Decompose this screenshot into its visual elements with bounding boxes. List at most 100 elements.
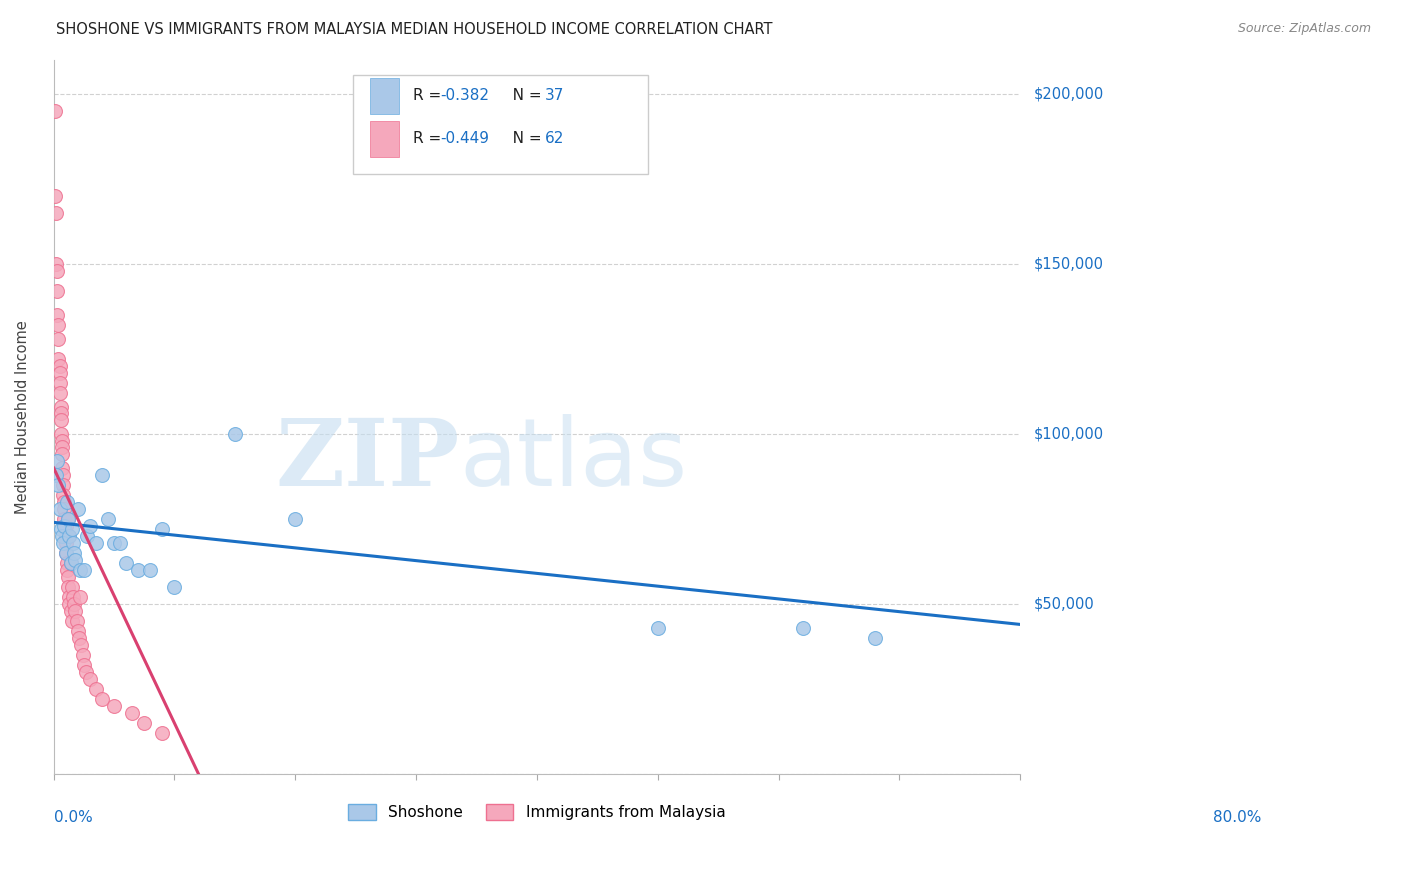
Text: $150,000: $150,000 [1033,256,1104,271]
Point [66,501,89,516]
Point [91,692,114,706]
Point [103,699,125,714]
Point [56,556,79,570]
Text: $50,000: $50,000 [1033,597,1095,612]
Point [792,621,814,635]
Point [63,546,86,560]
Point [55,518,77,533]
Point [49,407,72,421]
Point [49,522,72,536]
Point [46,308,69,322]
Point [59,556,82,570]
Text: atlas: atlas [460,414,688,506]
Point [59,604,82,618]
Legend: Shoshone, Immigrants from Malaysia: Shoshone, Immigrants from Malaysia [349,804,725,820]
Text: -0.449: -0.449 [440,131,489,146]
Point [65,553,87,567]
Point [76,529,98,543]
Point [55,535,77,549]
Point [51,447,73,461]
Point [115,556,138,570]
Point [66,624,89,639]
Point [84,535,107,549]
Point [58,529,80,543]
Point [52,488,75,502]
Text: R =: R = [413,131,446,146]
Point [48,478,70,492]
Point [52,467,75,482]
Point [60,522,83,536]
Point [69,563,91,577]
Point [48,318,70,332]
Point [103,535,125,549]
FancyBboxPatch shape [370,121,399,157]
Point [48,386,70,401]
Point [56,570,79,584]
Text: 37: 37 [544,88,564,103]
Point [48,359,70,373]
Point [46,263,69,277]
Point [51,529,73,543]
Point [58,591,80,605]
Point [45,467,67,482]
Point [45,205,67,219]
Point [51,441,73,455]
Point [55,529,77,543]
Point [69,591,91,605]
Point [284,512,307,526]
Text: ZIP: ZIP [276,415,460,505]
Point [56,512,79,526]
Point [863,631,886,645]
Point [53,518,76,533]
Point [53,501,76,516]
Point [79,518,101,533]
Point [51,461,73,475]
Point [56,495,79,509]
Point [55,546,77,560]
Point [53,495,76,509]
Text: Source: ZipAtlas.com: Source: ZipAtlas.com [1237,22,1371,36]
Point [70,638,93,652]
Point [75,665,97,679]
Point [56,580,79,594]
Point [56,563,79,577]
Point [150,522,173,536]
Point [62,591,84,605]
Point [44,188,66,202]
Point [73,563,96,577]
Point [224,426,246,441]
Point [73,658,96,673]
Point [108,535,131,549]
Point [53,512,76,526]
Text: 62: 62 [544,131,564,146]
Point [150,726,173,740]
Point [134,716,156,731]
Point [60,580,83,594]
Point [48,351,70,366]
Point [647,621,669,635]
Point [163,580,186,594]
Point [56,512,79,526]
Text: N =: N = [498,88,547,103]
FancyBboxPatch shape [370,78,399,113]
Text: -0.382: -0.382 [440,88,489,103]
Text: $100,000: $100,000 [1033,426,1104,442]
Point [65,604,87,618]
Point [139,563,162,577]
Point [62,535,84,549]
Point [51,434,73,448]
Point [91,467,114,482]
Point [63,597,86,611]
Point [52,478,75,492]
Point [72,648,94,662]
Point [49,426,72,441]
Point [46,454,69,468]
Text: 0.0%: 0.0% [53,810,93,825]
Point [48,376,70,390]
Text: SHOSHONE VS IMMIGRANTS FROM MALAYSIA MEDIAN HOUSEHOLD INCOME CORRELATION CHART: SHOSHONE VS IMMIGRANTS FROM MALAYSIA MED… [56,22,773,37]
Point [121,706,143,720]
FancyBboxPatch shape [353,75,648,174]
Point [65,614,87,628]
Text: 80.0%: 80.0% [1213,810,1261,825]
Point [52,535,75,549]
